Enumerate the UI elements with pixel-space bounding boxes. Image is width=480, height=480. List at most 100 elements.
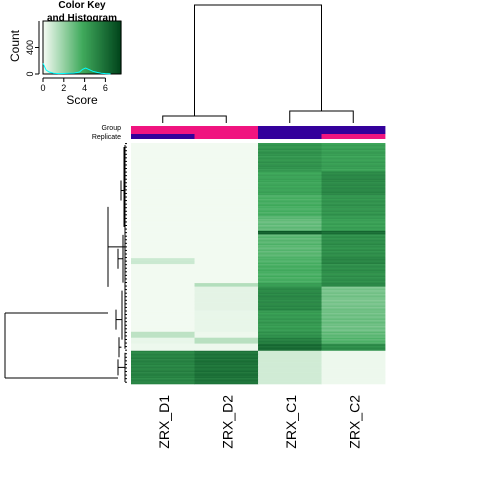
color-key-xlabel: Score <box>66 93 98 107</box>
heatmap-cell <box>321 372 386 374</box>
heatmap-cell <box>321 374 386 376</box>
heatmap-cell <box>194 241 259 244</box>
heatmap-cell <box>258 317 322 320</box>
heatmap-cell <box>258 243 322 246</box>
heatmap-cell <box>131 365 195 367</box>
heatmap-cell <box>258 278 322 280</box>
heatmap-cell <box>131 246 195 248</box>
heatmap-cell <box>258 327 322 329</box>
color-key-swatch <box>93 21 96 74</box>
heatmap-cell <box>321 258 386 260</box>
heatmap-cell <box>194 302 259 304</box>
heatmap-cell <box>321 177 386 179</box>
heatmap-cell <box>321 259 386 261</box>
heatmap-cell <box>321 252 386 254</box>
heatmap-cell <box>194 247 259 249</box>
heatmap-cell <box>194 199 259 202</box>
heatmap-cell <box>131 289 195 291</box>
heatmap-cell <box>321 370 386 373</box>
heatmap-cell <box>321 182 386 184</box>
heatmap-cell <box>258 290 322 292</box>
column-dendrogram-branch <box>289 110 354 123</box>
heatmap-cell <box>131 294 195 297</box>
heatmap-cell <box>131 290 195 292</box>
heatmap-cell <box>258 247 322 249</box>
heatmap-cell <box>321 359 386 361</box>
heatmap-cell <box>258 338 322 341</box>
heatmap-cell <box>194 376 259 379</box>
heatmap-cell <box>321 297 386 299</box>
heatmap-cell <box>131 336 195 338</box>
heatmap-cell <box>321 256 386 259</box>
heatmap-cell <box>321 205 386 208</box>
heatmap-cell <box>194 267 259 270</box>
heatmap-cell <box>258 172 322 175</box>
heatmap-cell <box>258 239 322 241</box>
heatmap-cell <box>131 176 195 178</box>
heatmap-cell <box>321 240 386 242</box>
heatmap-cell <box>321 262 386 265</box>
heatmap-cell <box>131 161 195 164</box>
heatmap-cell <box>131 280 195 283</box>
heatmap-cell <box>194 253 259 255</box>
heatmap-cell <box>194 294 259 297</box>
heatmap-cell <box>131 281 195 284</box>
heatmap-cell <box>321 347 386 349</box>
heatmap-cell <box>258 166 322 169</box>
heatmap-cell <box>194 197 259 200</box>
heatmap-cell <box>321 249 386 252</box>
heatmap-cell <box>194 232 259 234</box>
heatmap-cell <box>258 215 322 217</box>
heatmap-cell <box>194 169 259 171</box>
heatmap-cell <box>258 222 322 225</box>
heatmap-cell <box>131 147 195 150</box>
heatmap-cell <box>258 312 322 315</box>
color-key-swatch <box>84 21 87 74</box>
heatmap-cell <box>131 237 195 240</box>
heatmap-cell <box>131 357 195 360</box>
heatmap-cell <box>194 189 259 191</box>
heatmap-cell <box>321 199 386 202</box>
heatmap-cell <box>321 201 386 203</box>
heatmap-cell <box>321 376 386 379</box>
heatmap-cell <box>131 197 195 200</box>
heatmap-cell <box>194 298 259 301</box>
heatmap-cell <box>258 258 322 260</box>
heatmap-cell <box>194 262 259 265</box>
heatmap-cell <box>258 180 322 183</box>
heatmap-cell <box>258 256 322 259</box>
heatmap-cell <box>194 315 259 317</box>
heatmap-cell <box>131 370 195 373</box>
heatmap-cell <box>258 188 322 190</box>
heatmap-cell <box>258 280 322 283</box>
heatmap-cell <box>258 374 322 376</box>
heatmap-cell <box>194 284 259 286</box>
heatmap-cell <box>321 289 386 291</box>
heatmap-cell <box>258 305 322 308</box>
heatmap-cell <box>194 340 259 342</box>
heatmap-cell <box>131 235 195 238</box>
heatmap-cell <box>321 337 386 340</box>
heatmap-cells <box>131 143 386 385</box>
heatmap-cell <box>131 186 195 189</box>
heatmap-cell <box>258 248 322 251</box>
heatmap-cell <box>321 296 386 298</box>
heatmap-cell <box>131 328 195 330</box>
column-label: ZRX_D1 <box>156 395 172 449</box>
heatmap-cell <box>131 353 195 355</box>
heatmap-cell <box>131 148 195 151</box>
heatmap-cell <box>258 163 322 165</box>
heatmap-cell <box>131 236 195 239</box>
heatmap-cell <box>131 317 195 320</box>
heatmap-cell <box>258 236 322 239</box>
color-key-swatch <box>52 21 54 74</box>
heatmap-cell <box>194 172 259 175</box>
heatmap-cell <box>131 260 195 263</box>
heatmap-cell <box>258 151 322 153</box>
heatmap-cell <box>321 230 386 233</box>
color-key-swatch <box>97 21 100 74</box>
heatmap-cell <box>321 214 386 216</box>
heatmap-cell <box>131 349 195 352</box>
heatmap-cell <box>131 316 195 318</box>
heatmap-cell <box>321 369 386 372</box>
